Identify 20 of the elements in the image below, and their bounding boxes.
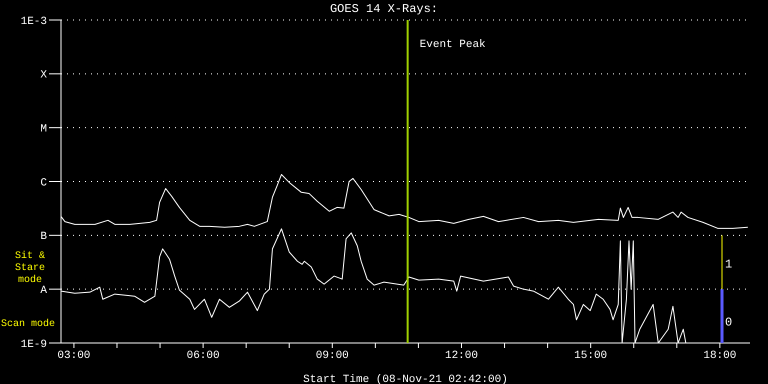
x-tick-label: 06:00	[186, 350, 220, 362]
y-tick-label: B	[40, 231, 48, 244]
text: Sit & Stare mode	[14, 251, 45, 286]
x-tick-label: 18:00	[703, 350, 736, 362]
y-tick-label: 1E-9	[20, 338, 47, 351]
y-tick-label: A	[40, 285, 48, 298]
y-tick-label: M	[40, 124, 47, 136]
text: Scan mode	[1, 319, 56, 330]
x-tick-label: 15:00	[574, 350, 608, 362]
annotation: 1	[725, 257, 732, 272]
y-tick-label: C	[40, 177, 48, 190]
ref-line-label: Event Peak	[420, 39, 486, 51]
chart-title: GOES 14 X-Rays:	[328, 2, 440, 16]
y-tick-label: X	[40, 70, 48, 82]
x-axis-title: Start Time (08-Nov-21 02:42:00)	[303, 374, 508, 384]
x-tick-label: 03:00	[57, 350, 90, 362]
x-tick-label: 09:00	[316, 350, 349, 362]
x-tick-label: 12:00	[444, 350, 478, 362]
y-tick-label: 1E-3	[20, 16, 47, 28]
annotation: 0	[725, 316, 732, 330]
